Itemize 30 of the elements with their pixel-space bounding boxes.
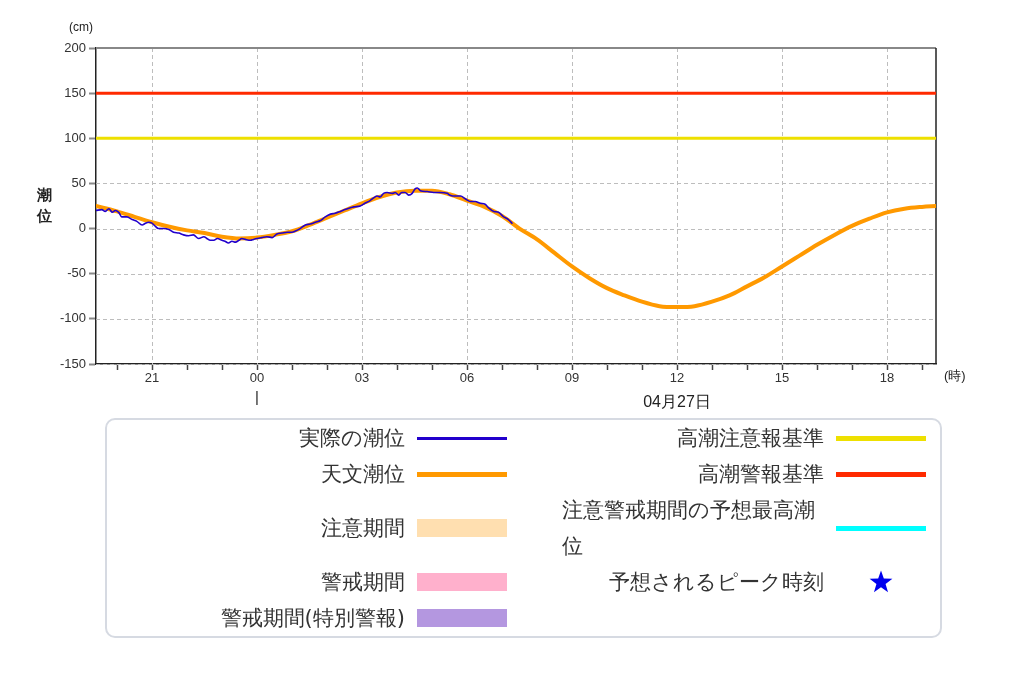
x-axis-title: (時) xyxy=(944,367,966,383)
y-tick-label: 100 xyxy=(64,129,86,145)
legend-label: 警戒期間(特別警報) xyxy=(220,605,405,632)
legend-label: 高潮警報基準 xyxy=(698,461,824,488)
y-tick-label: -50 xyxy=(67,265,86,281)
text: | xyxy=(255,388,259,406)
y-tick-label: -150 xyxy=(59,355,86,371)
legend-label: 実際の潮位 xyxy=(299,425,405,452)
y-tick-label: 150 xyxy=(64,84,86,100)
y-tick-label: 200 xyxy=(64,39,86,55)
legend-label: 注意期間 xyxy=(321,515,405,542)
legend-label: 予想されるピーク時刻 xyxy=(609,569,824,596)
text: (cm) xyxy=(69,20,93,35)
x-tick-label: 15 xyxy=(774,370,790,386)
text: 04月27日 xyxy=(643,393,711,410)
y-tick-label: -100 xyxy=(59,310,86,326)
x-tick-label: 03 xyxy=(354,370,370,386)
legend-label: 警戒期間 xyxy=(321,569,405,596)
x-tick-label: 06 xyxy=(459,370,475,386)
y-tick-label: 0 xyxy=(78,220,86,236)
y-axis-title: 潮位 xyxy=(35,185,52,224)
x-tick-label: 09 xyxy=(564,370,580,386)
legend-label: 注意警戒期間の予想最高潮位 xyxy=(562,497,816,560)
x-tick-label: 18 xyxy=(879,370,895,386)
x-tick-label: 00 xyxy=(249,370,265,386)
legend-label: 高潮注意報基準 xyxy=(677,425,824,452)
legend-label: 天文潮位 xyxy=(321,461,405,488)
x-tick-label: 12 xyxy=(669,370,685,386)
x-tick-label: 21 xyxy=(144,370,160,386)
y-tick-label: 50 xyxy=(71,175,86,191)
